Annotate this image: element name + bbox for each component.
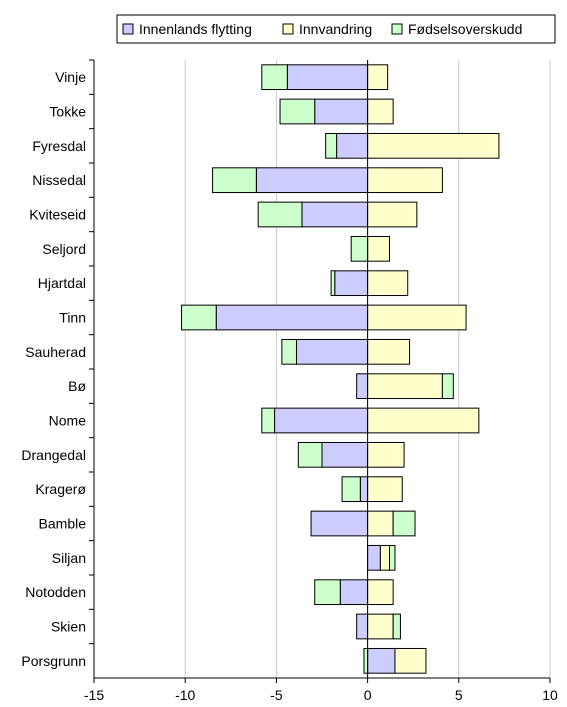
legend-swatch-fodselsoverskudd bbox=[391, 23, 403, 35]
bar-Skien-Innvandring bbox=[367, 613, 394, 640]
category-label: Bamble bbox=[39, 516, 87, 532]
category-label: Tinn bbox=[59, 310, 86, 326]
category-label: Vinje bbox=[55, 69, 86, 85]
bar-Fyresdal-Fødselsoverskudd bbox=[325, 132, 338, 159]
bar-Bamble-Fødselsoverskudd bbox=[392, 510, 416, 537]
category-label: Porsgrunn bbox=[21, 653, 86, 669]
category-label: Nome bbox=[49, 413, 87, 429]
bar-Tinn-Innenlands flytting bbox=[215, 304, 369, 331]
plot-area: -15 -10 -5 0 5 10 Vinje Tokke Fyresdal Nissedal Kv… bbox=[21, 59, 558, 703]
bar-Hjartdal-Innenlands flytting bbox=[334, 270, 369, 297]
category-label: Kragerø bbox=[35, 481, 86, 497]
bar-Kviteseid-Innenlands flytting bbox=[301, 201, 369, 228]
bar-Hjartdal-Fødselsoverskudd bbox=[330, 270, 336, 297]
bar-Siljan-Innenlands flytting bbox=[367, 544, 381, 571]
bar-Fyresdal-Innvandring bbox=[367, 132, 500, 159]
bar-Siljan-Innvandring bbox=[379, 544, 390, 571]
category-label: Notodden bbox=[25, 584, 86, 600]
bar-Tinn-Innvandring bbox=[367, 304, 467, 331]
bar-Sauherad-Innvandring bbox=[367, 338, 411, 365]
category-label: Fyresdal bbox=[32, 138, 86, 154]
bar-Bø-Innvandring bbox=[367, 373, 443, 400]
legend-frame bbox=[116, 14, 556, 44]
category-label: Seljord bbox=[42, 241, 86, 257]
bar-Sauherad-Innenlands flytting bbox=[295, 338, 369, 365]
bar-Nome-Innenlands flytting bbox=[274, 407, 369, 434]
bar-Porsgrunn-Innenlands flytting bbox=[367, 647, 396, 674]
bar-Nissedal-Fødselsoverskudd bbox=[212, 167, 257, 194]
bar-Drangedal-Fødselsoverskudd bbox=[297, 441, 323, 468]
bar-Vinje-Fødselsoverskudd bbox=[261, 64, 288, 91]
category-label: Sauherad bbox=[25, 344, 86, 360]
bar-Bø-Fødselsoverskudd bbox=[441, 373, 454, 400]
bar-Tokke-Innenlands flytting bbox=[314, 98, 369, 125]
bar-Seljord-Fødselsoverskudd bbox=[350, 235, 369, 262]
bar-Nome-Innvandring bbox=[367, 407, 480, 434]
legend-label-innvandring: Innvandring bbox=[299, 21, 372, 37]
category-label: Bø bbox=[68, 378, 86, 394]
category-label: Kviteseid bbox=[29, 207, 86, 223]
bar-Kragerø-Innvandring bbox=[367, 476, 403, 503]
bar-Hjartdal-Innvandring bbox=[367, 270, 409, 297]
bar-Porsgrunn-Innvandring bbox=[394, 647, 427, 674]
category-label: Hjartdal bbox=[38, 275, 86, 291]
bar-Notodden-Fødselsoverskudd bbox=[314, 579, 341, 606]
category-label: Tokke bbox=[49, 104, 86, 120]
bar-Notodden-Innenlands flytting bbox=[339, 579, 369, 606]
category-label: Nissedal bbox=[32, 172, 86, 188]
category-label: Skien bbox=[51, 619, 86, 635]
bar-Tokke-Innvandring bbox=[367, 98, 394, 125]
bar-Seljord-Innvandring bbox=[367, 235, 390, 262]
x-tick-label: 10 bbox=[542, 687, 558, 703]
bar-Kviteseid-Innvandring bbox=[367, 201, 418, 228]
bar-Drangedal-Innenlands flytting bbox=[321, 441, 369, 468]
category-label: Drangedal bbox=[21, 447, 86, 463]
bar-Drangedal-Innvandring bbox=[367, 441, 405, 468]
legend-label-fodselsoverskudd: Fødselsoverskudd bbox=[408, 21, 522, 37]
bar-Nissedal-Innvandring bbox=[367, 167, 443, 194]
bar-Sauherad-Fødselsoverskudd bbox=[281, 338, 297, 365]
x-tick-label: -15 bbox=[84, 687, 104, 703]
legend-label-innenlands-flytting: Innenlands flytting bbox=[139, 21, 252, 37]
bar-Bamble-Innvandring bbox=[367, 510, 394, 537]
x-tick-label: -5 bbox=[270, 687, 283, 703]
x-tick-label: 5 bbox=[455, 687, 463, 703]
x-tick-label: -10 bbox=[175, 687, 195, 703]
bar-Kragerø-Fødselsoverskudd bbox=[341, 476, 361, 503]
bar-Tinn-Fødselsoverskudd bbox=[181, 304, 217, 331]
bar-Kviteseid-Fødselsoverskudd bbox=[257, 201, 303, 228]
bar-Nome-Fødselsoverskudd bbox=[261, 407, 276, 434]
bar-Tokke-Fødselsoverskudd bbox=[279, 98, 316, 125]
bar-Skien-Innenlands flytting bbox=[356, 613, 369, 640]
bar-Porsgrunn-Fødselsoverskudd bbox=[363, 647, 369, 674]
category-label: Siljan bbox=[52, 550, 86, 566]
bar-Skien-Fødselsoverskudd bbox=[392, 613, 401, 640]
bar-Nissedal-Innenlands flytting bbox=[255, 167, 369, 194]
bar-Bamble-Innenlands flytting bbox=[310, 510, 369, 537]
bar-Notodden-Innvandring bbox=[367, 579, 394, 606]
bar-Vinje-Innvandring bbox=[367, 64, 389, 91]
bar-Siljan-Fødselsoverskudd bbox=[388, 544, 396, 571]
x-tick-label: 0 bbox=[364, 687, 372, 703]
bar-Fyresdal-Innenlands flytting bbox=[336, 132, 369, 159]
legend-swatch-innenlands-flytting bbox=[122, 23, 134, 35]
bar-Kragerø-Innenlands flytting bbox=[359, 476, 369, 503]
legend-swatch-innvandring bbox=[282, 23, 294, 35]
bar-Bø-Innenlands flytting bbox=[356, 373, 369, 400]
legend: Innenlands flytting Innvandring Fødselso… bbox=[116, 14, 556, 44]
bar-Vinje-Innenlands flytting bbox=[286, 64, 369, 91]
